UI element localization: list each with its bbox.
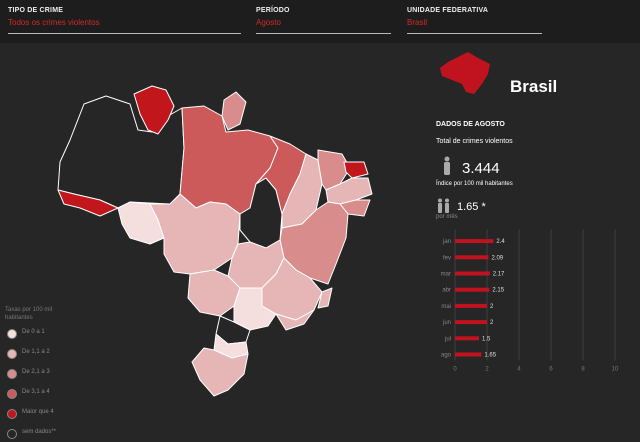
bar	[455, 336, 479, 341]
bar-value-label: 2	[490, 304, 494, 310]
bar	[455, 271, 490, 276]
legend-item: De 2,1 a 3	[5, 366, 75, 382]
legend-swatch-icon	[7, 329, 17, 339]
bar	[455, 352, 482, 357]
x-tick-label: 2	[485, 367, 489, 373]
x-tick-label: 4	[517, 367, 521, 373]
state-espirito-santo[interactable]	[317, 287, 333, 309]
period-select[interactable]: Agosto	[256, 18, 281, 27]
legend-swatch-icon	[7, 429, 17, 439]
bar-value-label: 1.65	[484, 353, 496, 359]
group-icon	[438, 198, 449, 213]
legend-item: De 1,1 a 2	[5, 346, 75, 362]
brazil-state-map[interactable]	[0, 44, 420, 434]
month-label: mai	[441, 304, 451, 310]
rate-value: 1.65 *	[457, 201, 486, 213]
period-label: PERÍODO	[256, 7, 290, 14]
bar	[455, 287, 490, 292]
state-select[interactable]: Brasil	[407, 18, 428, 27]
crime-type-label: TIPO DE CRIME	[8, 7, 64, 14]
state-rio-grande-do-norte[interactable]	[343, 161, 369, 179]
bar-value-label: 2	[490, 320, 494, 326]
month-label: fev	[443, 255, 451, 261]
rate-label: Índice por 100 mil habitantes	[436, 181, 513, 187]
month-label: jul	[444, 336, 451, 342]
legend-item: De 3,1 a 4	[5, 386, 75, 402]
state-rio-de-janeiro[interactable]	[275, 309, 315, 331]
legend-item: sem dados**	[5, 426, 75, 442]
state-acre[interactable]	[57, 189, 119, 217]
summary-panel: Brasil DADOS DE AGOSTO Total de crimes v…	[430, 44, 640, 434]
legend-label: De 2,1 a 3	[22, 369, 50, 375]
state-underline	[407, 33, 542, 34]
state-rio-grande-do-sul[interactable]	[191, 347, 249, 397]
map-legend: Taxas por 100 mil habitantes De 0 a 1 De …	[5, 306, 75, 442]
crime-type-select[interactable]: Todos os crimes violentos	[8, 18, 100, 27]
legend-item: De 0 a 1	[5, 326, 75, 342]
bar-value-label: 2.17	[493, 272, 505, 278]
legend-swatch-icon	[7, 409, 17, 419]
crime-type-underline	[8, 33, 241, 34]
state-maranhao[interactable]	[255, 135, 307, 215]
country-title: Brasil	[510, 77, 558, 96]
state-label: UNIDADE FEDERATIVA	[407, 7, 489, 14]
bar	[455, 239, 494, 244]
bar-value-label: 1.5	[482, 336, 491, 342]
per-month-label: por mês	[436, 214, 458, 220]
crime-type-filter[interactable]: TIPO DE CRIME Todos os crimes violentos	[8, 7, 241, 34]
bar-value-label: 2.15	[492, 288, 504, 294]
legend-label: De 1,1 a 2	[22, 349, 50, 355]
state-amapa[interactable]	[221, 91, 247, 131]
legend-item: Maior que 4	[5, 406, 75, 422]
legend-label: Maior que 4	[22, 409, 54, 415]
legend-swatch-icon	[7, 389, 17, 399]
bar-value-label: 2.09	[491, 255, 503, 261]
legend-label: sem dados**	[22, 429, 57, 435]
legend-swatch-icon	[7, 349, 17, 359]
legend-swatch-icon	[7, 369, 17, 379]
section-title: DADOS DE AGOSTO	[436, 121, 505, 128]
month-label: jun	[442, 320, 451, 326]
period-filter[interactable]: PERÍODO Agosto	[256, 7, 391, 34]
x-tick-label: 6	[549, 367, 553, 373]
total-crimes-value: 3.444	[462, 160, 500, 177]
brazil-silhouette-icon	[440, 52, 490, 94]
legend-title: Taxas por 100 mil habitantes	[5, 307, 53, 321]
x-tick-label: 10	[612, 367, 619, 373]
state-roraima[interactable]	[133, 85, 175, 135]
bar	[455, 255, 489, 260]
period-underline	[256, 33, 391, 34]
legend-label: De 3,1 a 4	[22, 389, 50, 395]
bar-value-label: 2.4	[496, 239, 505, 245]
month-label: jan	[442, 239, 451, 245]
month-label: abr	[442, 288, 451, 294]
legend-label: De 0 a 1	[22, 329, 45, 335]
month-label: mar	[441, 272, 451, 278]
bar	[455, 303, 487, 308]
x-tick-label: 0	[453, 367, 457, 373]
month-label: ago	[441, 353, 452, 359]
person-icon	[444, 156, 450, 175]
state-filter[interactable]: UNIDADE FEDERATIVA Brasil	[407, 7, 542, 34]
bar	[455, 320, 487, 325]
monthly-rate-chart: 0 2 4 6 8 10 jan 2.4 fev 2.09 mar 2.17 abr 2.15 mai 2 ju…	[441, 229, 619, 373]
x-tick-label: 8	[581, 367, 585, 373]
filter-bar: TIPO DE CRIME Todos os crimes violentos …	[0, 0, 640, 43]
total-crimes-label: Total de crimes violentos	[436, 138, 513, 145]
